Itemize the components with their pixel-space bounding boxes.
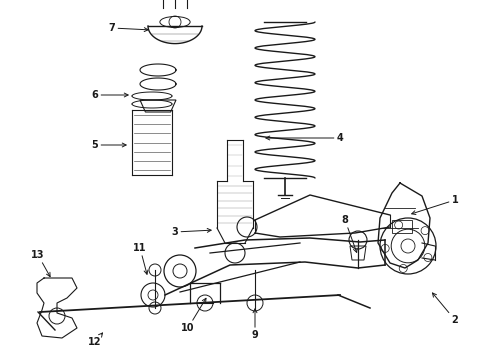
Text: 11: 11 [133, 243, 148, 274]
Text: 3: 3 [172, 227, 211, 237]
Text: 1: 1 [412, 195, 458, 215]
Text: 10: 10 [181, 298, 206, 333]
Text: 2: 2 [433, 293, 458, 325]
Text: 5: 5 [92, 140, 126, 150]
Text: 6: 6 [92, 90, 128, 100]
Text: 4: 4 [266, 133, 343, 143]
Text: 8: 8 [342, 215, 357, 252]
Text: 12: 12 [88, 333, 102, 347]
Text: 7: 7 [109, 23, 148, 33]
Text: 13: 13 [31, 250, 50, 276]
Text: 9: 9 [252, 309, 258, 340]
